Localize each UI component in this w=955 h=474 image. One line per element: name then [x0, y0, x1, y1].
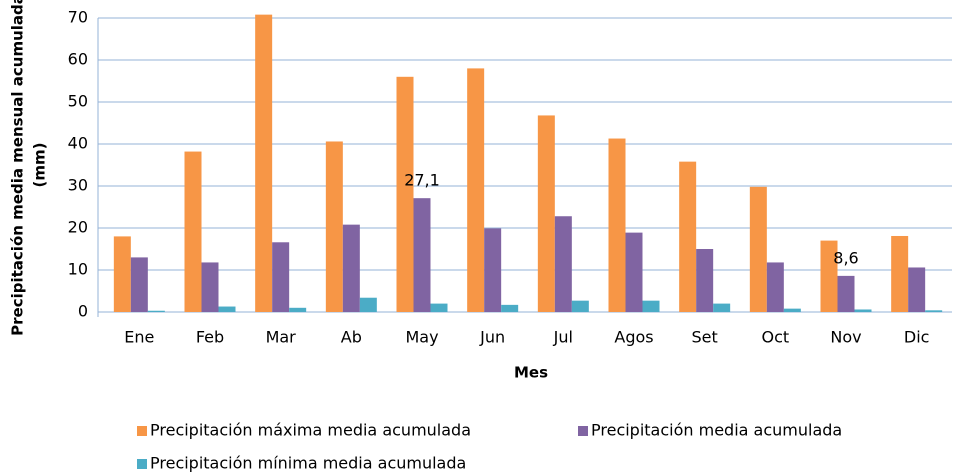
x-tick-label: Feb: [196, 328, 224, 347]
bar: [147, 310, 165, 312]
legend-swatch: [137, 459, 147, 469]
y-tick-label: 0: [78, 302, 88, 321]
legend-swatch: [578, 426, 588, 436]
bar: [854, 309, 872, 312]
y-tick-label: 20: [68, 218, 88, 237]
data-label: 27,1: [404, 171, 440, 190]
x-tick-label: Set: [692, 328, 718, 347]
bar: [891, 235, 909, 312]
y-tick-label: 50: [68, 92, 88, 111]
y-tick-label: 40: [68, 134, 88, 153]
bar: [783, 308, 801, 312]
y-tick-label: 70: [68, 8, 88, 27]
legend-swatch: [137, 426, 147, 436]
x-tick-label: Jun: [479, 328, 505, 347]
x-tick-label: Agos: [614, 328, 653, 347]
x-tick-label: Oct: [761, 328, 789, 347]
y-tick-label: 10: [68, 260, 88, 279]
bar: [625, 232, 643, 312]
bar: [396, 76, 414, 312]
bar: [413, 198, 431, 312]
bar: [501, 304, 519, 312]
y-tick-label: 30: [68, 176, 88, 195]
x-tick-label: Nov: [830, 328, 861, 347]
bar: [130, 257, 148, 312]
data-label: 8,6: [833, 248, 858, 267]
bar: [359, 297, 377, 312]
bar: [571, 300, 589, 312]
bar: [749, 186, 767, 312]
bar: [484, 228, 502, 312]
bar: [272, 242, 290, 312]
bar: [766, 262, 784, 312]
bar: [184, 151, 202, 312]
y-axis-label: Precipitación media mensual acumulada: [9, 0, 27, 336]
bar: [908, 267, 926, 312]
bar: [837, 275, 855, 312]
bar: [289, 307, 307, 312]
legend-label: Precipitación mínima media acumulada: [150, 454, 466, 473]
bar: [201, 262, 219, 312]
bar: [925, 310, 943, 312]
bar: [325, 141, 343, 312]
bar: [218, 306, 236, 312]
x-axis-label: Mes: [514, 364, 548, 382]
y-tick-label: 60: [68, 50, 88, 69]
bar: [820, 240, 838, 312]
x-tick-label: Dic: [904, 328, 930, 347]
x-tick-label: Jul: [553, 328, 573, 347]
x-tick-label: May: [405, 328, 438, 347]
bar: [554, 216, 572, 312]
bar: [467, 68, 485, 313]
legend-label: Precipitación máxima media acumulada: [150, 421, 471, 440]
x-tick-label: Mar: [266, 328, 297, 347]
x-tick-label: Ene: [124, 328, 154, 347]
y-axis-label: (mm): [31, 143, 49, 188]
bar: [713, 303, 731, 312]
bar: [608, 138, 626, 312]
bar: [537, 115, 555, 312]
legend-label: Precipitación media acumulada: [591, 421, 842, 440]
bar: [255, 14, 273, 312]
bar: [113, 236, 131, 312]
bar: [642, 300, 660, 312]
bar: [679, 161, 697, 312]
x-tick-label: Ab: [341, 328, 362, 347]
bar: [342, 224, 360, 312]
bar: [430, 303, 448, 312]
bar: [696, 249, 714, 312]
